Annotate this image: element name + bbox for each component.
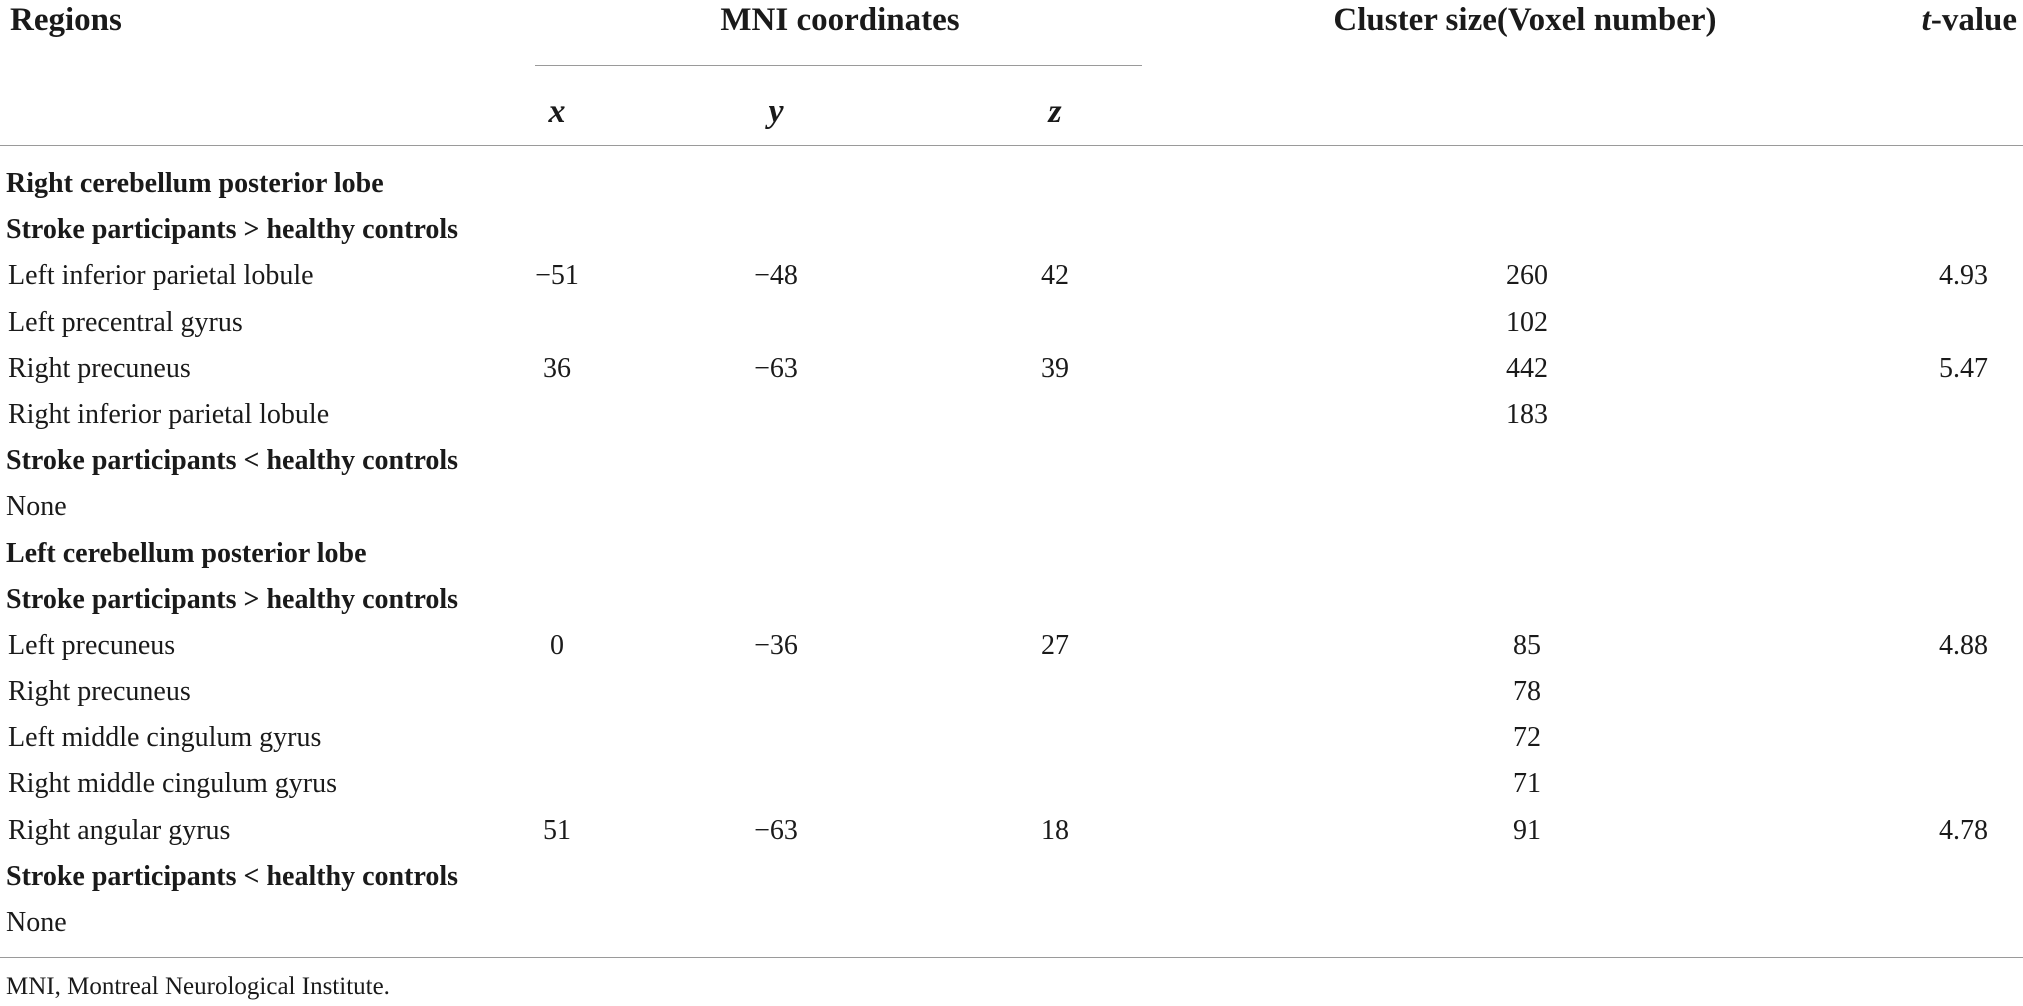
cluster-size-cell: 442 [1506, 352, 1548, 384]
t-value-cell: 4.88 [1939, 629, 1988, 661]
y-cell: −63 [754, 352, 798, 384]
cluster-size-cell: 78 [1513, 676, 1541, 708]
table-row: Left inferior parietal lobule −51 −48 42 260… [0, 256, 2023, 302]
header-mni-coordinates: MNI coordinates [720, 2, 960, 38]
table-row: Left precuneus 0 −36 27 85 4.88 [0, 626, 2023, 672]
region-cell: Left middle cingulum gyrus [8, 722, 322, 754]
t-value-cell: 5.47 [1939, 352, 1988, 384]
footer-divider [0, 957, 2023, 958]
region-cell: Right precuneus [8, 676, 191, 708]
header-t-italic: t [1921, 2, 1931, 38]
region-cell: Left precentral gyrus [8, 306, 243, 338]
region-cell: Left inferior parietal lobule [8, 260, 314, 292]
none-row: None [0, 903, 2023, 949]
cluster-size-cell: 71 [1513, 768, 1541, 800]
y-cell: −63 [754, 814, 798, 846]
comparison-heading-row: Stroke participants < healthy controls [0, 441, 2023, 487]
region-cell: Stroke participants > healthy controls [6, 214, 459, 246]
header-t-rest: -value [1930, 2, 2017, 38]
z-cell: 39 [1041, 352, 1069, 384]
region-cell: None [6, 907, 67, 938]
region-cell: Stroke participants < healthy controls [6, 860, 459, 892]
region-cell: Right cerebellum posterior lobe [6, 168, 384, 199]
region-cell: None [6, 491, 67, 523]
region-cell: Right middle cingulum gyrus [8, 768, 337, 800]
table-body: Right cerebellum posterior lobe Stroke pa… [0, 164, 2023, 949]
comparison-heading-row: Stroke participants > healthy controls [0, 580, 2023, 626]
table-row: Right precuneus 78 [0, 672, 2023, 718]
header-t-value: t-value [1922, 0, 2017, 40]
region-cell: Left precuneus [8, 629, 176, 661]
none-row: None [0, 487, 2023, 533]
region-cell: Right inferior parietal lobule [8, 398, 330, 430]
cluster-size-cell: 260 [1506, 260, 1548, 292]
table-row: Right inferior parietal lobule 183 [0, 395, 2023, 441]
region-cell: Right precuneus [8, 352, 191, 384]
table-row: Right middle cingulum gyrus 71 [0, 764, 2023, 810]
table-row: Left middle cingulum gyrus 72 [0, 718, 2023, 764]
group-heading-row: Right cerebellum posterior lobe [0, 164, 2023, 210]
t-value-cell: 4.93 [1939, 260, 1988, 292]
header-divider [0, 145, 2023, 146]
group-heading-row: Left cerebellum posterior lobe [0, 534, 2023, 580]
z-cell: 18 [1041, 814, 1069, 846]
cluster-size-cell: 91 [1513, 814, 1541, 846]
table-row: Right precuneus 36 −63 39 442 5.47 [0, 349, 2023, 395]
table-row: Right angular gyrus 51 −63 18 91 4.78 [0, 811, 2023, 857]
x-cell: 36 [543, 352, 571, 384]
cluster-size-cell: 183 [1506, 398, 1548, 430]
region-cell: Stroke participants > healthy controls [6, 583, 459, 615]
subheader-z: z [1048, 93, 1062, 130]
table-row: Left precentral gyrus 102 [0, 303, 2023, 349]
y-cell: −36 [754, 629, 798, 661]
footnote: MNI, Montreal Neurological Institute. [6, 973, 390, 1000]
y-cell: −48 [754, 260, 798, 292]
cluster-size-cell: 72 [1513, 722, 1541, 754]
cluster-size-cell: 102 [1506, 306, 1548, 338]
x-cell: 0 [550, 629, 564, 661]
comparison-heading-row: Stroke participants > healthy controls [0, 210, 2023, 256]
subheader-x: x [548, 93, 566, 130]
header-regions: Regions [10, 2, 122, 38]
region-cell: Right angular gyrus [8, 814, 231, 846]
mni-underline [535, 65, 1142, 66]
subheader-y: y [768, 93, 784, 130]
region-cell: Stroke participants < healthy controls [6, 445, 459, 477]
x-cell: −51 [535, 260, 579, 292]
x-cell: 51 [543, 814, 571, 846]
z-cell: 27 [1041, 629, 1069, 661]
comparison-heading-row: Stroke participants < healthy controls [0, 857, 2023, 903]
t-value-cell: 4.78 [1939, 814, 1988, 846]
cluster-size-cell: 85 [1513, 629, 1541, 661]
region-cell: Left cerebellum posterior lobe [6, 537, 367, 569]
z-cell: 42 [1041, 260, 1069, 292]
header-cluster-size: Cluster size(Voxel number) [1333, 2, 1717, 38]
